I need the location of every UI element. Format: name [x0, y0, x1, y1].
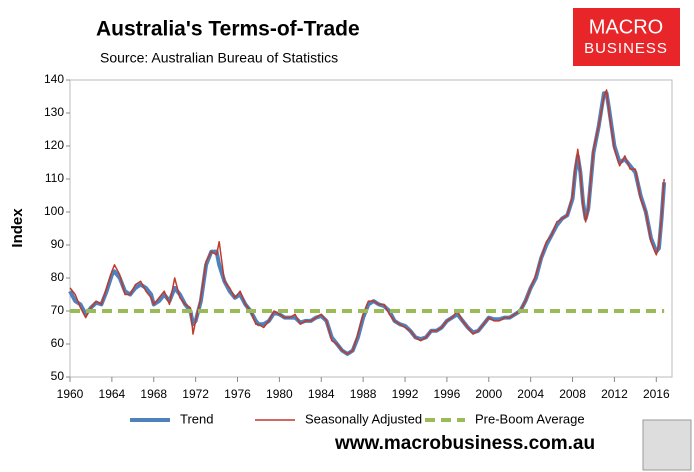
x-tick-label: 1960: [57, 387, 84, 401]
legend-label: Trend: [180, 411, 213, 426]
series-line: [68, 91, 667, 356]
x-tick-label: 2000: [475, 387, 502, 401]
x-tick-label: 1968: [140, 387, 167, 401]
y-tick-label: 110: [45, 171, 64, 185]
y-tick-label: 80: [51, 270, 65, 284]
x-tick-label: 2004: [517, 387, 544, 401]
x-tick-label: 1972: [182, 387, 209, 401]
legend-label: Pre-Boom Average: [475, 411, 585, 426]
x-tick-label: 1988: [350, 387, 377, 401]
y-tick-label: 90: [51, 237, 65, 251]
wolf-icon: [642, 419, 692, 471]
y-tick-label: 120: [44, 138, 64, 152]
series-line: [69, 89, 665, 355]
x-tick-label: 1984: [308, 387, 335, 401]
legend-label: Seasonally Adjusted: [305, 411, 422, 426]
x-tick-label: 1976: [224, 387, 251, 401]
y-tick-label: 100: [44, 204, 64, 218]
y-tick-label: 60: [51, 336, 65, 350]
x-tick-label: 2012: [601, 387, 628, 401]
y-tick-label: 140: [44, 72, 64, 86]
x-tick-label: 1964: [99, 387, 126, 401]
chart-title: Australia's Terms-of-Trade: [96, 18, 360, 41]
url: www.macrobusiness.com.au: [334, 433, 595, 454]
x-tick-label: 2016: [643, 387, 670, 401]
x-tick-label: 1980: [266, 387, 293, 401]
logo: [573, 8, 680, 66]
y-tick-label: 70: [51, 303, 65, 317]
plot-border: [69, 79, 673, 378]
chart-subtitle: Source: Australian Bureau of Statistics: [100, 50, 338, 66]
y-tick-label: 130: [44, 105, 64, 119]
x-tick-label: 2008: [559, 387, 586, 401]
y-tick-label: 50: [51, 369, 65, 383]
logo-text: MACRO: [589, 16, 663, 38]
logo-text: BUSINESS: [584, 40, 668, 57]
x-tick-label: 1996: [434, 387, 461, 401]
y-axis-label: Index: [9, 208, 26, 248]
x-tick-label: 1992: [392, 387, 419, 401]
